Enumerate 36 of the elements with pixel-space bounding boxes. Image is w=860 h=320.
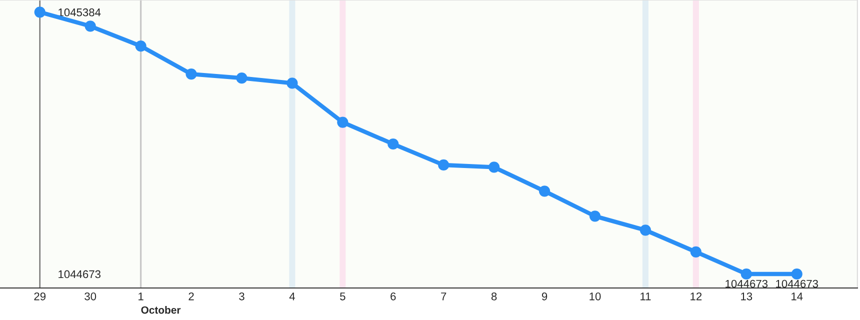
point bbox=[337, 116, 348, 128]
x-tick-label: 5 bbox=[340, 292, 346, 300]
point bbox=[488, 162, 500, 173]
x-tick-label: 9 bbox=[542, 292, 548, 300]
x-tick-label: 7 bbox=[441, 292, 446, 300]
point bbox=[286, 78, 298, 89]
x-tick-label: 29 bbox=[34, 292, 46, 300]
point bbox=[791, 268, 802, 280]
point bbox=[690, 246, 702, 258]
point bbox=[438, 159, 450, 171]
point bbox=[740, 268, 752, 280]
point bbox=[236, 72, 248, 84]
point bbox=[186, 68, 197, 80]
point bbox=[34, 6, 46, 18]
point bbox=[538, 186, 550, 197]
x-tick-label: 11 bbox=[640, 292, 651, 300]
data-label: 1044673 bbox=[776, 280, 818, 288]
x-tick-label: 14 bbox=[792, 292, 803, 300]
y-tick-label: 1045384 bbox=[58, 8, 101, 16]
x-tick-label: 10 bbox=[590, 292, 601, 300]
x-tick-label: 12 bbox=[690, 292, 702, 300]
x-tick-label: 2 bbox=[188, 292, 194, 300]
x-tick-label: 8 bbox=[491, 292, 497, 300]
x-tick-label: 6 bbox=[390, 292, 396, 300]
x-tick-label: 3 bbox=[239, 292, 244, 300]
point bbox=[640, 224, 652, 236]
point bbox=[135, 40, 146, 52]
data-label: 1044673 bbox=[726, 280, 768, 288]
point bbox=[388, 138, 399, 150]
point bbox=[589, 210, 601, 222]
x-tick-label: 30 bbox=[84, 292, 96, 300]
text: October bbox=[141, 306, 181, 314]
x-tick-label: 1 bbox=[138, 292, 144, 300]
point bbox=[84, 20, 96, 32]
x-tick-label: 4 bbox=[289, 292, 295, 300]
x-tick-label: 13 bbox=[741, 292, 752, 300]
